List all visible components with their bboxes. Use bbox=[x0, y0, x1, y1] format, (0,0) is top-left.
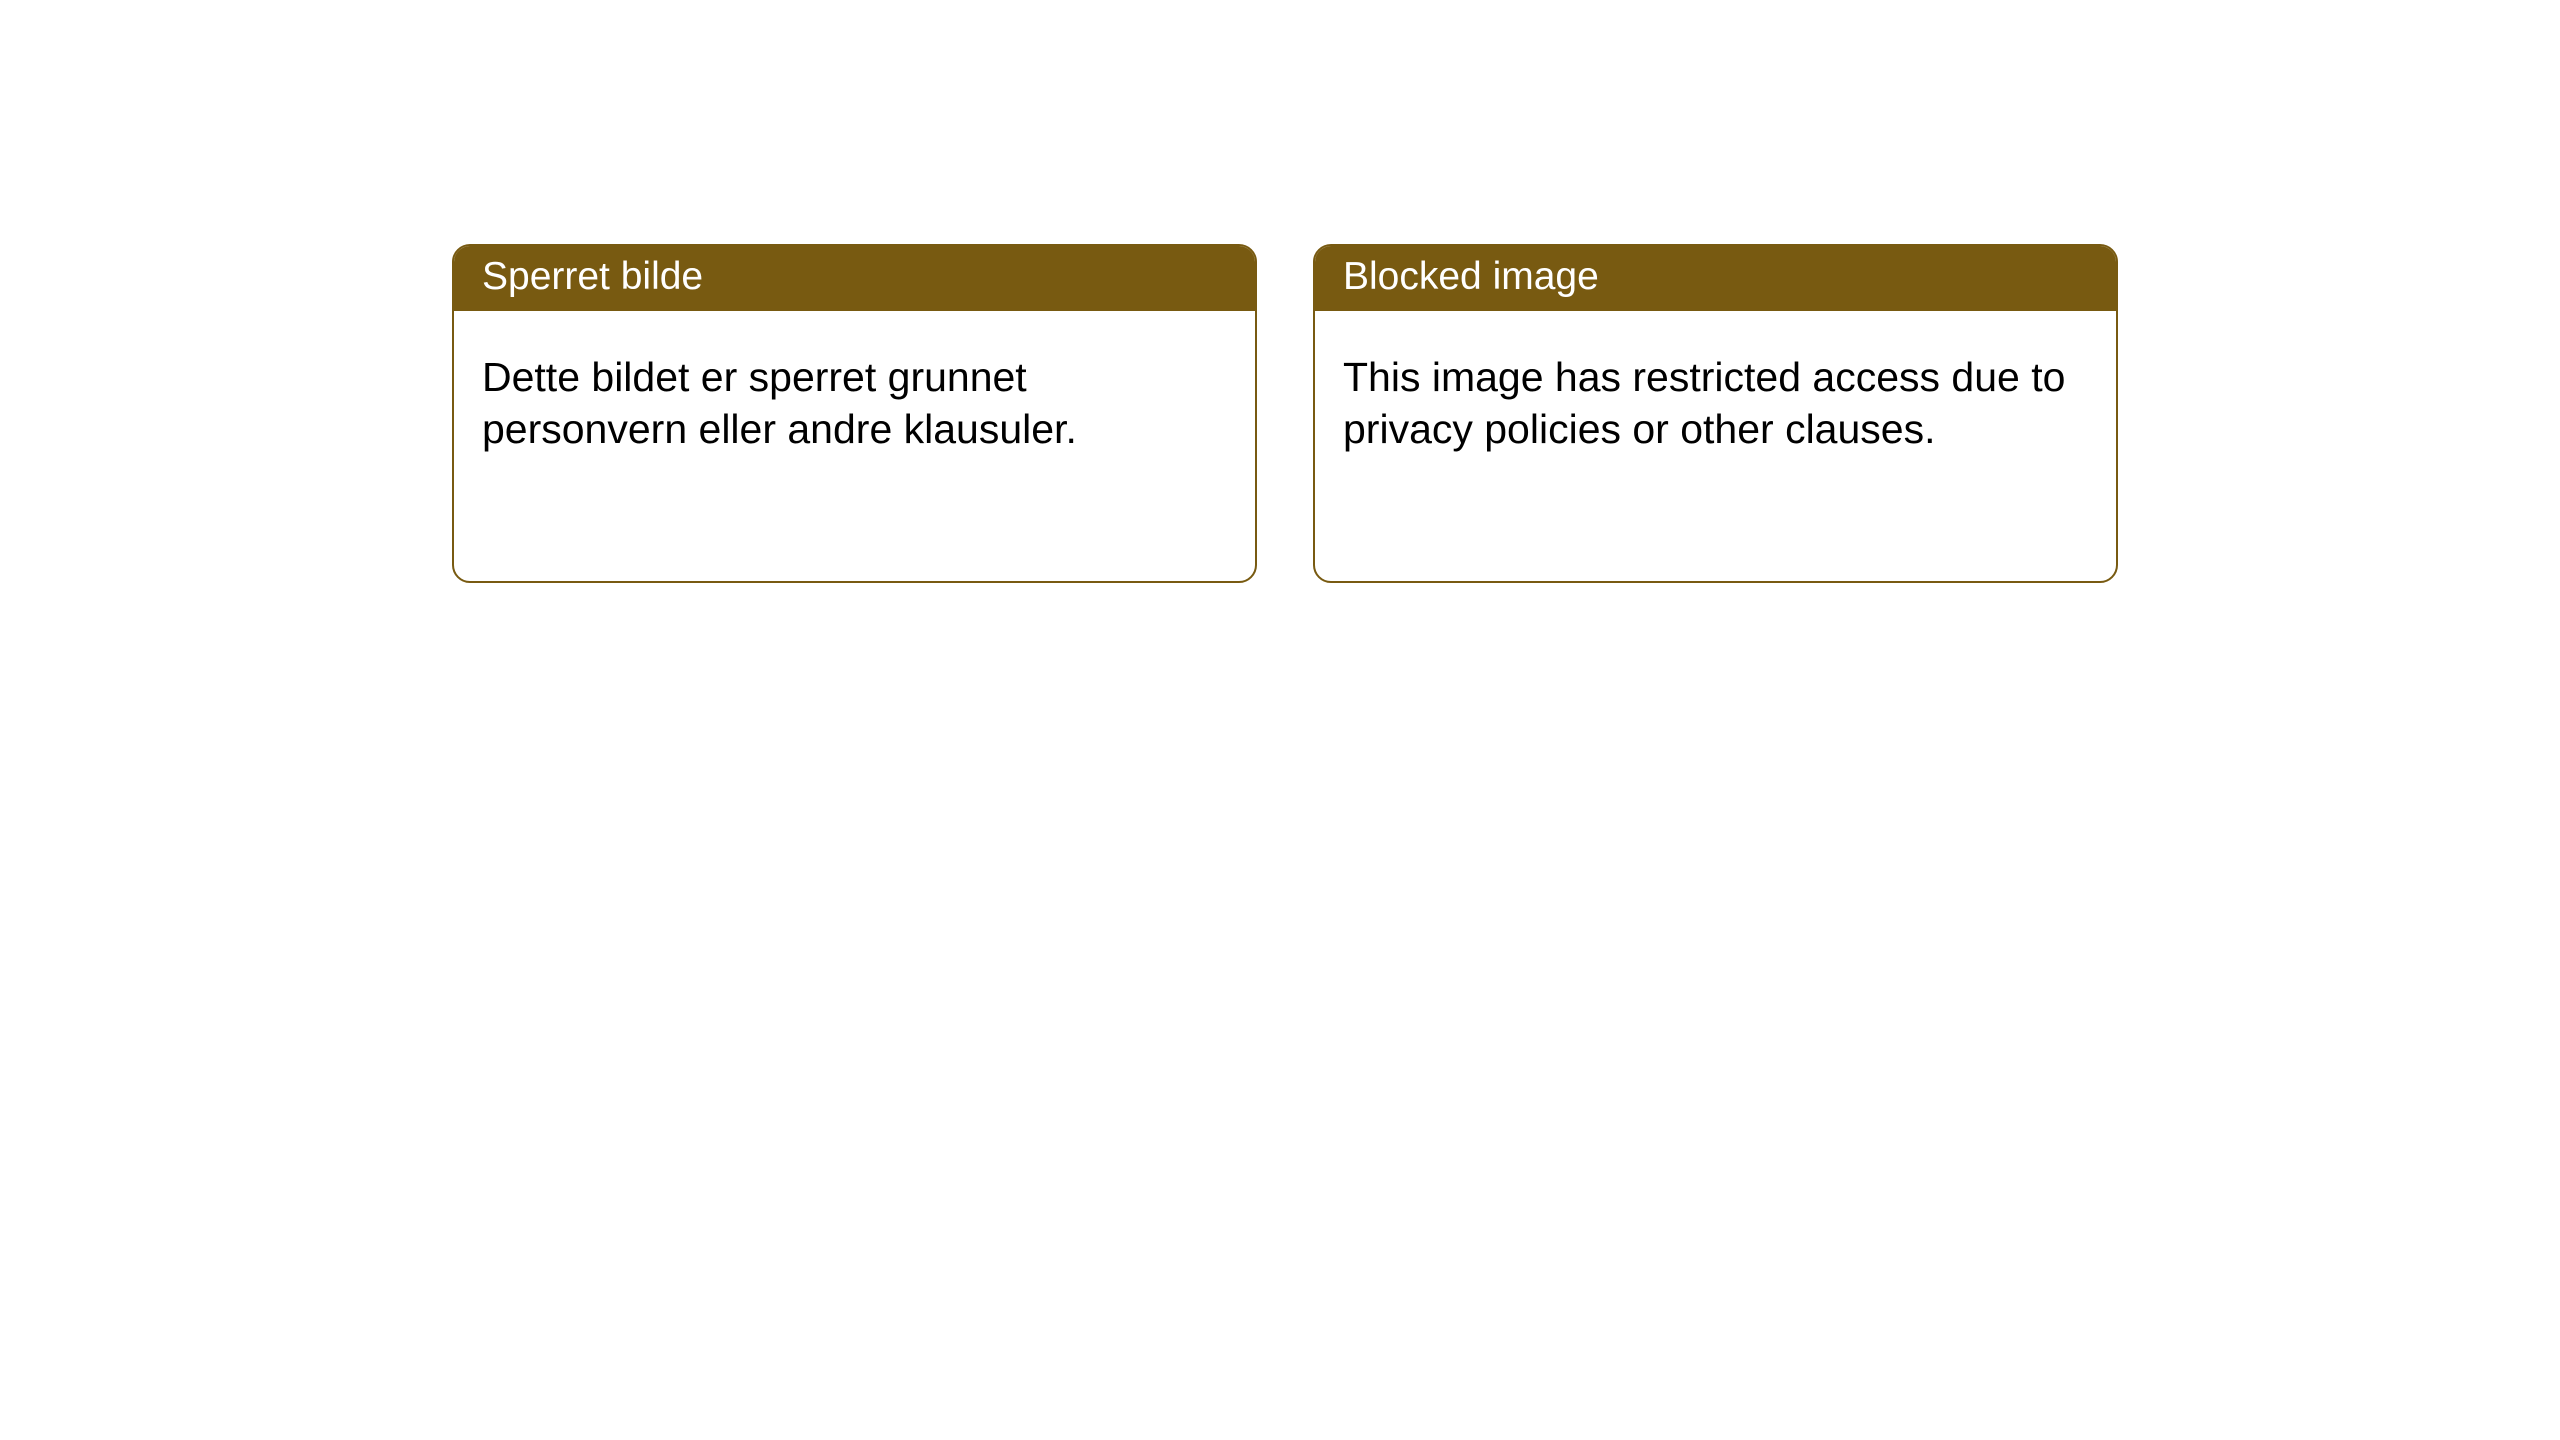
card-header: Sperret bilde bbox=[454, 246, 1255, 311]
card-body: This image has restricted access due to … bbox=[1315, 311, 2116, 581]
card-text: Dette bildet er sperret grunnet personve… bbox=[482, 351, 1227, 456]
card-title: Sperret bilde bbox=[482, 255, 703, 298]
card-text: This image has restricted access due to … bbox=[1343, 351, 2088, 456]
notice-cards-container: Sperret bilde Dette bildet er sperret gr… bbox=[0, 0, 2560, 583]
blocked-image-card-en: Blocked image This image has restricted … bbox=[1313, 244, 2118, 583]
card-header: Blocked image bbox=[1315, 246, 2116, 311]
blocked-image-card-no: Sperret bilde Dette bildet er sperret gr… bbox=[452, 244, 1257, 583]
card-title: Blocked image bbox=[1343, 255, 1599, 298]
card-body: Dette bildet er sperret grunnet personve… bbox=[454, 311, 1255, 581]
